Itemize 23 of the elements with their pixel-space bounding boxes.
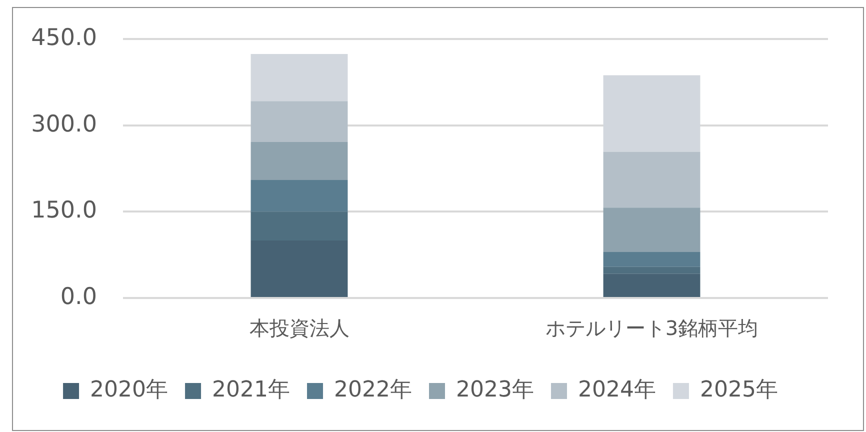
bar	[250, 240, 348, 297]
bar	[603, 274, 700, 297]
legend-label: 2023年	[456, 378, 534, 403]
legend-label: 2024年	[578, 378, 656, 403]
bar	[603, 252, 700, 267]
bar	[250, 142, 348, 180]
bar	[603, 208, 700, 252]
x-tick-label: 本投資法人	[249, 316, 350, 340]
legend-label: 2020年	[90, 378, 168, 403]
y-tick-label: 150.0	[31, 198, 97, 224]
bar	[250, 54, 348, 102]
bar	[250, 180, 348, 212]
x-tick-label: ホテルリート3銘柄平均	[545, 316, 758, 340]
y-tick-label: 450.0	[31, 24, 97, 51]
legend-label: 2022年	[334, 378, 412, 403]
legend-label: 2025年	[700, 378, 778, 403]
bar	[250, 101, 348, 142]
bar	[250, 212, 348, 240]
bar	[603, 266, 700, 274]
bar	[603, 152, 700, 208]
y-tick-label: 300.0	[31, 111, 97, 138]
y-tick-label: 0.0	[60, 284, 97, 310]
legend-label: 2021年	[212, 378, 290, 403]
